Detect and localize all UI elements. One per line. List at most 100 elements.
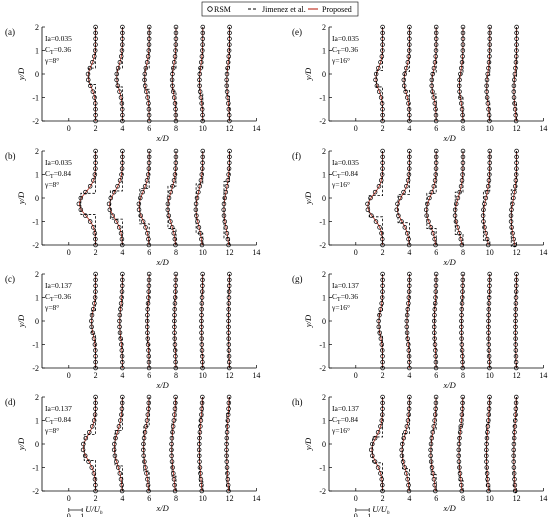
rsm-point <box>405 59 411 65</box>
x-tick-label: 14 <box>252 124 260 133</box>
rsm-point <box>193 201 199 207</box>
x-tick-label: 12 <box>226 494 234 503</box>
rsm-point <box>116 424 122 429</box>
y-tick-label: -1 <box>32 218 39 227</box>
rsm-point <box>146 488 151 494</box>
rsm-point <box>460 36 466 41</box>
rsm-point <box>458 424 464 429</box>
rsm-point <box>406 406 412 412</box>
rsm-point <box>226 48 232 53</box>
rsm-point <box>144 318 150 324</box>
rsm-point <box>142 71 148 77</box>
rsm-point <box>486 318 491 324</box>
rsm-point <box>224 71 230 77</box>
rsm-point <box>456 459 462 464</box>
rsm-point <box>117 324 122 330</box>
rsm-point <box>91 225 96 230</box>
rsm-point <box>196 225 202 230</box>
rsm-point <box>486 112 492 118</box>
rsm-point <box>459 178 465 183</box>
proposed-profile <box>454 150 464 246</box>
y-tick-label: 2 <box>322 393 326 402</box>
rsm-point <box>511 89 517 94</box>
rsm-point <box>407 400 412 406</box>
rsm-point <box>486 312 491 318</box>
rsm-point <box>511 95 517 100</box>
panel-param: Ia=0.137 <box>45 404 72 413</box>
rsm-point <box>514 148 519 154</box>
rsm-point <box>225 412 231 417</box>
rsm-point <box>433 406 438 412</box>
rsm-point <box>146 236 151 242</box>
rsm-point <box>112 453 118 459</box>
rsm-point <box>199 412 204 417</box>
rsm-point <box>380 289 385 294</box>
rsm-point <box>407 277 412 283</box>
rsm-point <box>482 225 487 230</box>
rsm-point <box>511 447 516 453</box>
scale-bar-tick-label: 0 <box>354 512 358 517</box>
rsm-point <box>145 336 151 341</box>
rsm-point <box>484 189 490 195</box>
rsm-point <box>200 283 205 289</box>
rsm-point <box>146 48 152 53</box>
rsm-point <box>425 201 430 207</box>
rsm-point <box>378 336 384 341</box>
rsm-point <box>407 394 412 400</box>
rsm-point <box>508 219 514 224</box>
y-tick-label: 1 <box>322 294 326 303</box>
rsm-point <box>486 418 491 423</box>
rsm-point <box>368 195 373 201</box>
rsm-point <box>119 342 124 347</box>
x-axis-label: x/D <box>442 380 456 390</box>
rsm-point <box>93 283 98 289</box>
rsm-point <box>460 365 465 371</box>
rsm-point <box>401 435 406 441</box>
rsm-point <box>433 271 439 277</box>
y-tick-label: 2 <box>322 147 326 156</box>
y-axis-label: y/D <box>303 437 313 451</box>
rsm-point <box>224 447 229 453</box>
rsm-point <box>378 59 383 65</box>
rsm-point <box>459 307 465 312</box>
x-tick-label: 8 <box>174 248 178 257</box>
rsm-point <box>486 342 492 347</box>
rsm-point <box>487 172 492 177</box>
rsm-point <box>227 30 232 36</box>
rsm-point <box>460 112 465 118</box>
rsm-point <box>407 359 412 365</box>
rsm-point <box>457 83 462 88</box>
rsm-point <box>457 77 462 83</box>
y-tick-label: -2 <box>32 364 39 373</box>
rsm-point <box>146 112 152 118</box>
rsm-point <box>146 277 152 283</box>
rsm-point <box>484 77 490 83</box>
rsm-point <box>171 89 176 94</box>
rsm-point <box>224 231 230 236</box>
rsm-point <box>172 101 178 106</box>
rsm-point <box>514 24 519 30</box>
rsm-point <box>172 348 178 353</box>
x-tick-label: 0 <box>67 248 71 257</box>
rsm-point <box>115 65 121 71</box>
rsm-point <box>91 336 97 341</box>
rsm-point <box>78 195 84 201</box>
rsm-point <box>223 225 229 230</box>
rsm-point <box>509 207 514 213</box>
rsm-point <box>119 289 125 294</box>
proposed-profile <box>79 151 97 246</box>
rsm-point <box>365 201 370 207</box>
rsm-point <box>226 242 231 248</box>
rsm-point <box>460 400 465 406</box>
panel-param: γ=8° <box>44 56 59 65</box>
rsm-point <box>487 148 493 154</box>
jimenez-profile <box>167 151 177 245</box>
rsm-point <box>399 447 404 453</box>
rsm-point <box>108 195 114 201</box>
rsm-point <box>143 225 148 230</box>
rsm-point <box>145 342 151 347</box>
rsm-point <box>513 400 519 406</box>
rsm-point <box>93 148 98 154</box>
rsm-point <box>460 172 465 177</box>
